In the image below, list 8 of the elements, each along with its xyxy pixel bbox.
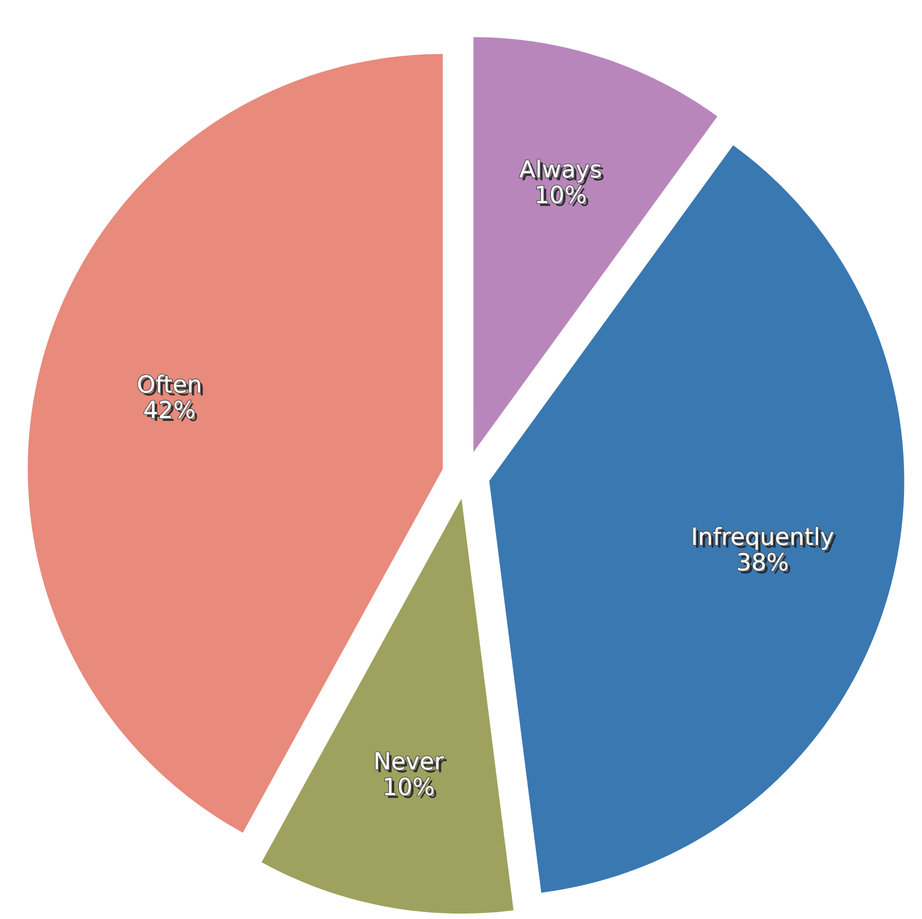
data-label: 42%	[144, 400, 198, 422]
slice-label: Always	[519, 160, 604, 186]
data-label: 10%	[536, 186, 588, 206]
data-label: 38%	[738, 552, 790, 574]
slice-label: Infrequently	[693, 526, 836, 553]
slice-label: Never	[376, 752, 447, 773]
slice-label: Often	[138, 374, 203, 396]
data-label: 10%	[384, 778, 436, 798]
